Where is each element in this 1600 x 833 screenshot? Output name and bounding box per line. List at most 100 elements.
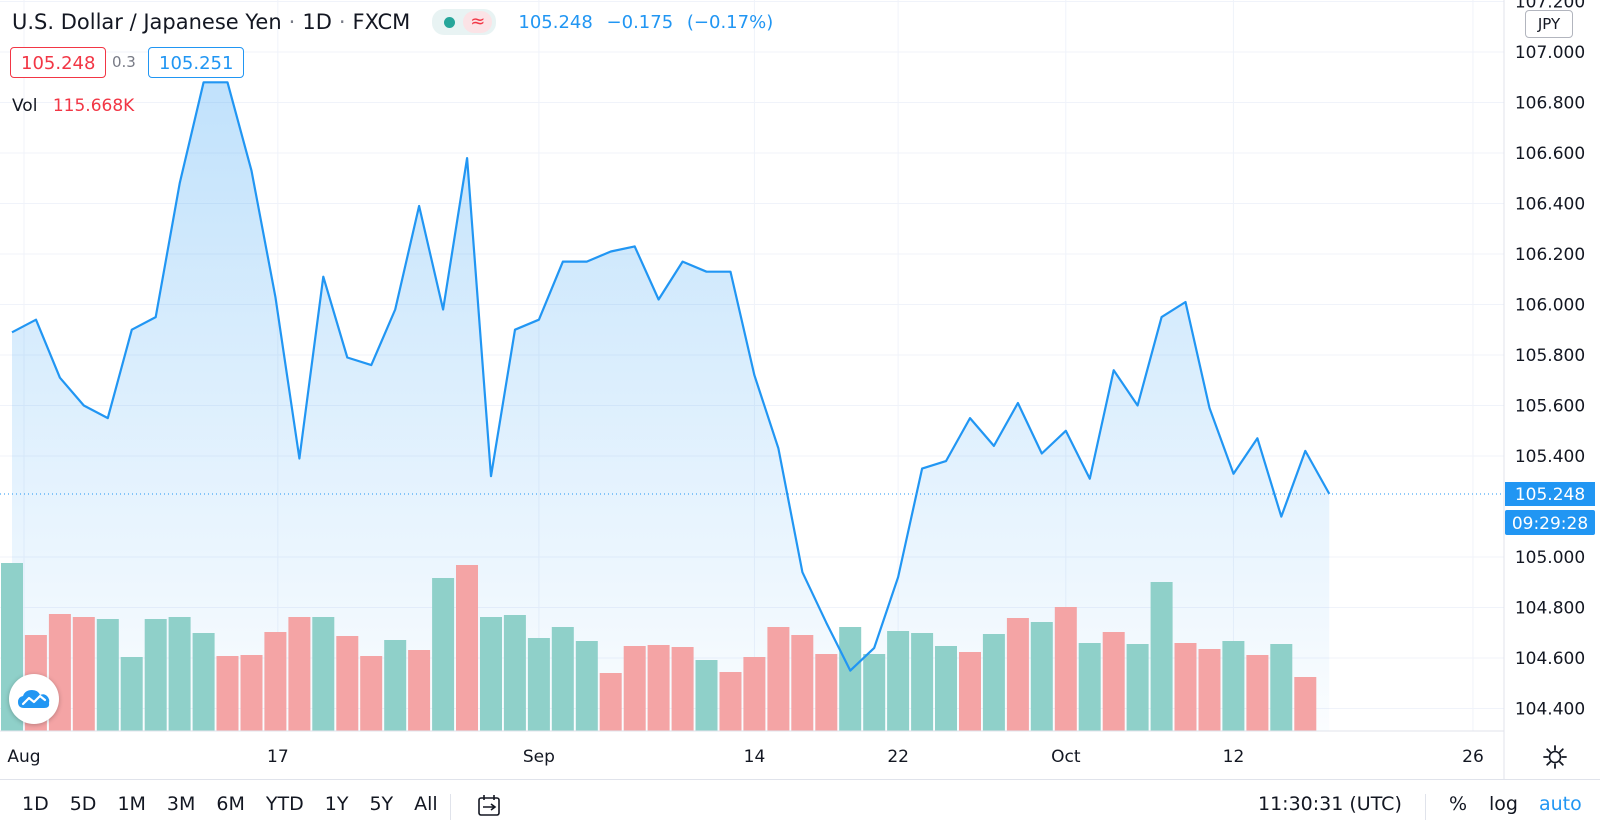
volume-bar <box>240 655 263 731</box>
volume-bar <box>1102 632 1125 731</box>
timeframe-5d-button[interactable]: 5D <box>69 793 97 815</box>
price-area-fill <box>12 82 1330 732</box>
symbol-exchange: FXCM <box>352 10 411 34</box>
volume-bar <box>288 617 311 731</box>
delayed-data-badge[interactable]: ≈ <box>463 11 493 33</box>
utc-clock[interactable]: 11:30:31 (UTC) <box>1258 793 1402 815</box>
y-tick-label: 106.800 <box>1515 94 1585 114</box>
last-price-value: 105.248 <box>1515 485 1585 505</box>
toolbar-divider <box>1425 794 1426 820</box>
timeframe-selector: 1D 5D 1M 3M 6M YTD 1Y 5Y All <box>22 793 459 815</box>
auto-scale-button[interactable]: auto <box>1539 793 1582 815</box>
volume-bar <box>96 619 119 731</box>
volume-bar <box>168 617 191 731</box>
y-tick-label: 106.600 <box>1515 144 1585 164</box>
last-price: 105.248 <box>518 11 593 33</box>
volume-bar <box>527 638 550 731</box>
countdown-value: 09:29:28 <box>1512 514 1588 534</box>
volume-bar <box>863 654 886 731</box>
date-range-icon[interactable] <box>476 793 502 819</box>
timeframe-3m-button[interactable]: 3M <box>166 793 196 815</box>
y-tick-label: 107.200 <box>1515 0 1585 13</box>
volume-bar <box>1294 677 1317 731</box>
volume-bar <box>312 617 335 731</box>
volume-bar <box>719 672 742 731</box>
volume-bar <box>647 645 670 731</box>
volume-legend: Vol 115.668K <box>12 96 134 116</box>
sell-price-button[interactable]: 105.248 <box>10 47 107 78</box>
symbol-name[interactable]: U.S. Dollar / Japanese Yen <box>12 10 282 34</box>
volume-bar <box>408 650 431 731</box>
y-tick-label: 105.400 <box>1515 447 1585 467</box>
toolbar-divider <box>450 794 451 820</box>
volume-bar <box>1198 649 1221 731</box>
market-status-pills[interactable]: ≈ <box>432 9 497 35</box>
volume-bar <box>72 617 95 731</box>
timeframe-1d-button[interactable]: 1D <box>22 793 49 815</box>
x-tick-label: 26 <box>1462 747 1484 767</box>
volume-bar <box>1054 607 1077 731</box>
volume-bar <box>264 632 287 731</box>
time-axis[interactable]: Aug 17 Sep 14 22 Oct 12 26 <box>7 747 1483 767</box>
volume-bar <box>1222 641 1245 731</box>
y-tick-label: 105.000 <box>1515 548 1585 568</box>
timeframe-1m-button[interactable]: 1M <box>117 793 146 815</box>
y-tick-label: 106.400 <box>1515 195 1585 215</box>
price-line-layer <box>11 81 1331 672</box>
volume-bar <box>911 633 934 731</box>
x-tick-label: Oct <box>1051 747 1081 767</box>
volume-bar <box>767 627 790 731</box>
volume-bar <box>575 641 598 731</box>
y-tick-label: 107.000 <box>1515 43 1585 63</box>
volume-bar <box>1078 643 1101 731</box>
y-tick-label: 106.200 <box>1515 245 1585 265</box>
volume-bar <box>887 631 910 731</box>
volume-bar <box>551 627 574 731</box>
timeframe-6m-button[interactable]: 6M <box>216 793 245 815</box>
volume-bar <box>192 633 215 731</box>
volume-bar <box>456 565 478 731</box>
timeframe-ytd-button[interactable]: YTD <box>265 793 304 815</box>
percent-scale-button[interactable]: % <box>1449 793 1468 815</box>
volume-bar <box>480 617 502 731</box>
volume-bar <box>384 640 407 731</box>
volume-bar <box>743 657 766 731</box>
volume-bar <box>1150 582 1173 731</box>
price-axis[interactable]: 107.200 107.000 106.800 106.600 106.400 106.2… <box>1515 0 1585 720</box>
volume-bar <box>982 634 1005 731</box>
volume-label: Vol <box>12 96 38 116</box>
currency-badge[interactable]: JPY <box>1525 10 1573 38</box>
timeframe-1y-button[interactable]: 1Y <box>324 793 349 815</box>
x-tick-label: 12 <box>1223 747 1245 767</box>
volume-bar <box>1006 618 1029 731</box>
x-tick-label: 22 <box>887 747 909 767</box>
log-scale-button[interactable]: log <box>1489 793 1518 815</box>
volume-bar <box>791 635 814 731</box>
volume-bar <box>144 619 167 731</box>
timeframe-5y-button[interactable]: 5Y <box>369 793 394 815</box>
buy-price-button[interactable]: 105.251 <box>148 47 245 78</box>
volume-bar <box>336 636 359 731</box>
x-tick-label: 14 <box>744 747 766 767</box>
y-tick-label: 104.800 <box>1515 599 1585 619</box>
price-change-percent: (−0.17%) <box>686 11 774 33</box>
x-tick-label: 17 <box>267 747 289 767</box>
timeframe-all-button[interactable]: All <box>414 793 438 815</box>
volume-bar <box>1174 643 1197 731</box>
tradingview-logo-icon[interactable] <box>9 674 59 724</box>
volume-bar <box>216 656 239 731</box>
symbol-legend: U.S. Dollar / Japanese Yen · 1D · FXCM ≈… <box>12 9 781 35</box>
spread-value: 0.3 <box>112 53 136 71</box>
chart-settings-gear-icon[interactable] <box>1542 744 1568 770</box>
last-price-label: 105.248 <box>1505 482 1595 506</box>
volume-bar <box>503 615 526 731</box>
y-tick-label: 105.800 <box>1515 346 1585 366</box>
legend-separator: · <box>288 10 296 34</box>
y-tick-label: 105.600 <box>1515 397 1585 417</box>
y-tick-label: 106.000 <box>1515 296 1585 316</box>
symbol-interval: 1D <box>302 10 332 34</box>
volume-bar <box>839 627 862 731</box>
legend-separator: · <box>338 10 346 34</box>
cloud-logo-icon <box>18 690 50 708</box>
